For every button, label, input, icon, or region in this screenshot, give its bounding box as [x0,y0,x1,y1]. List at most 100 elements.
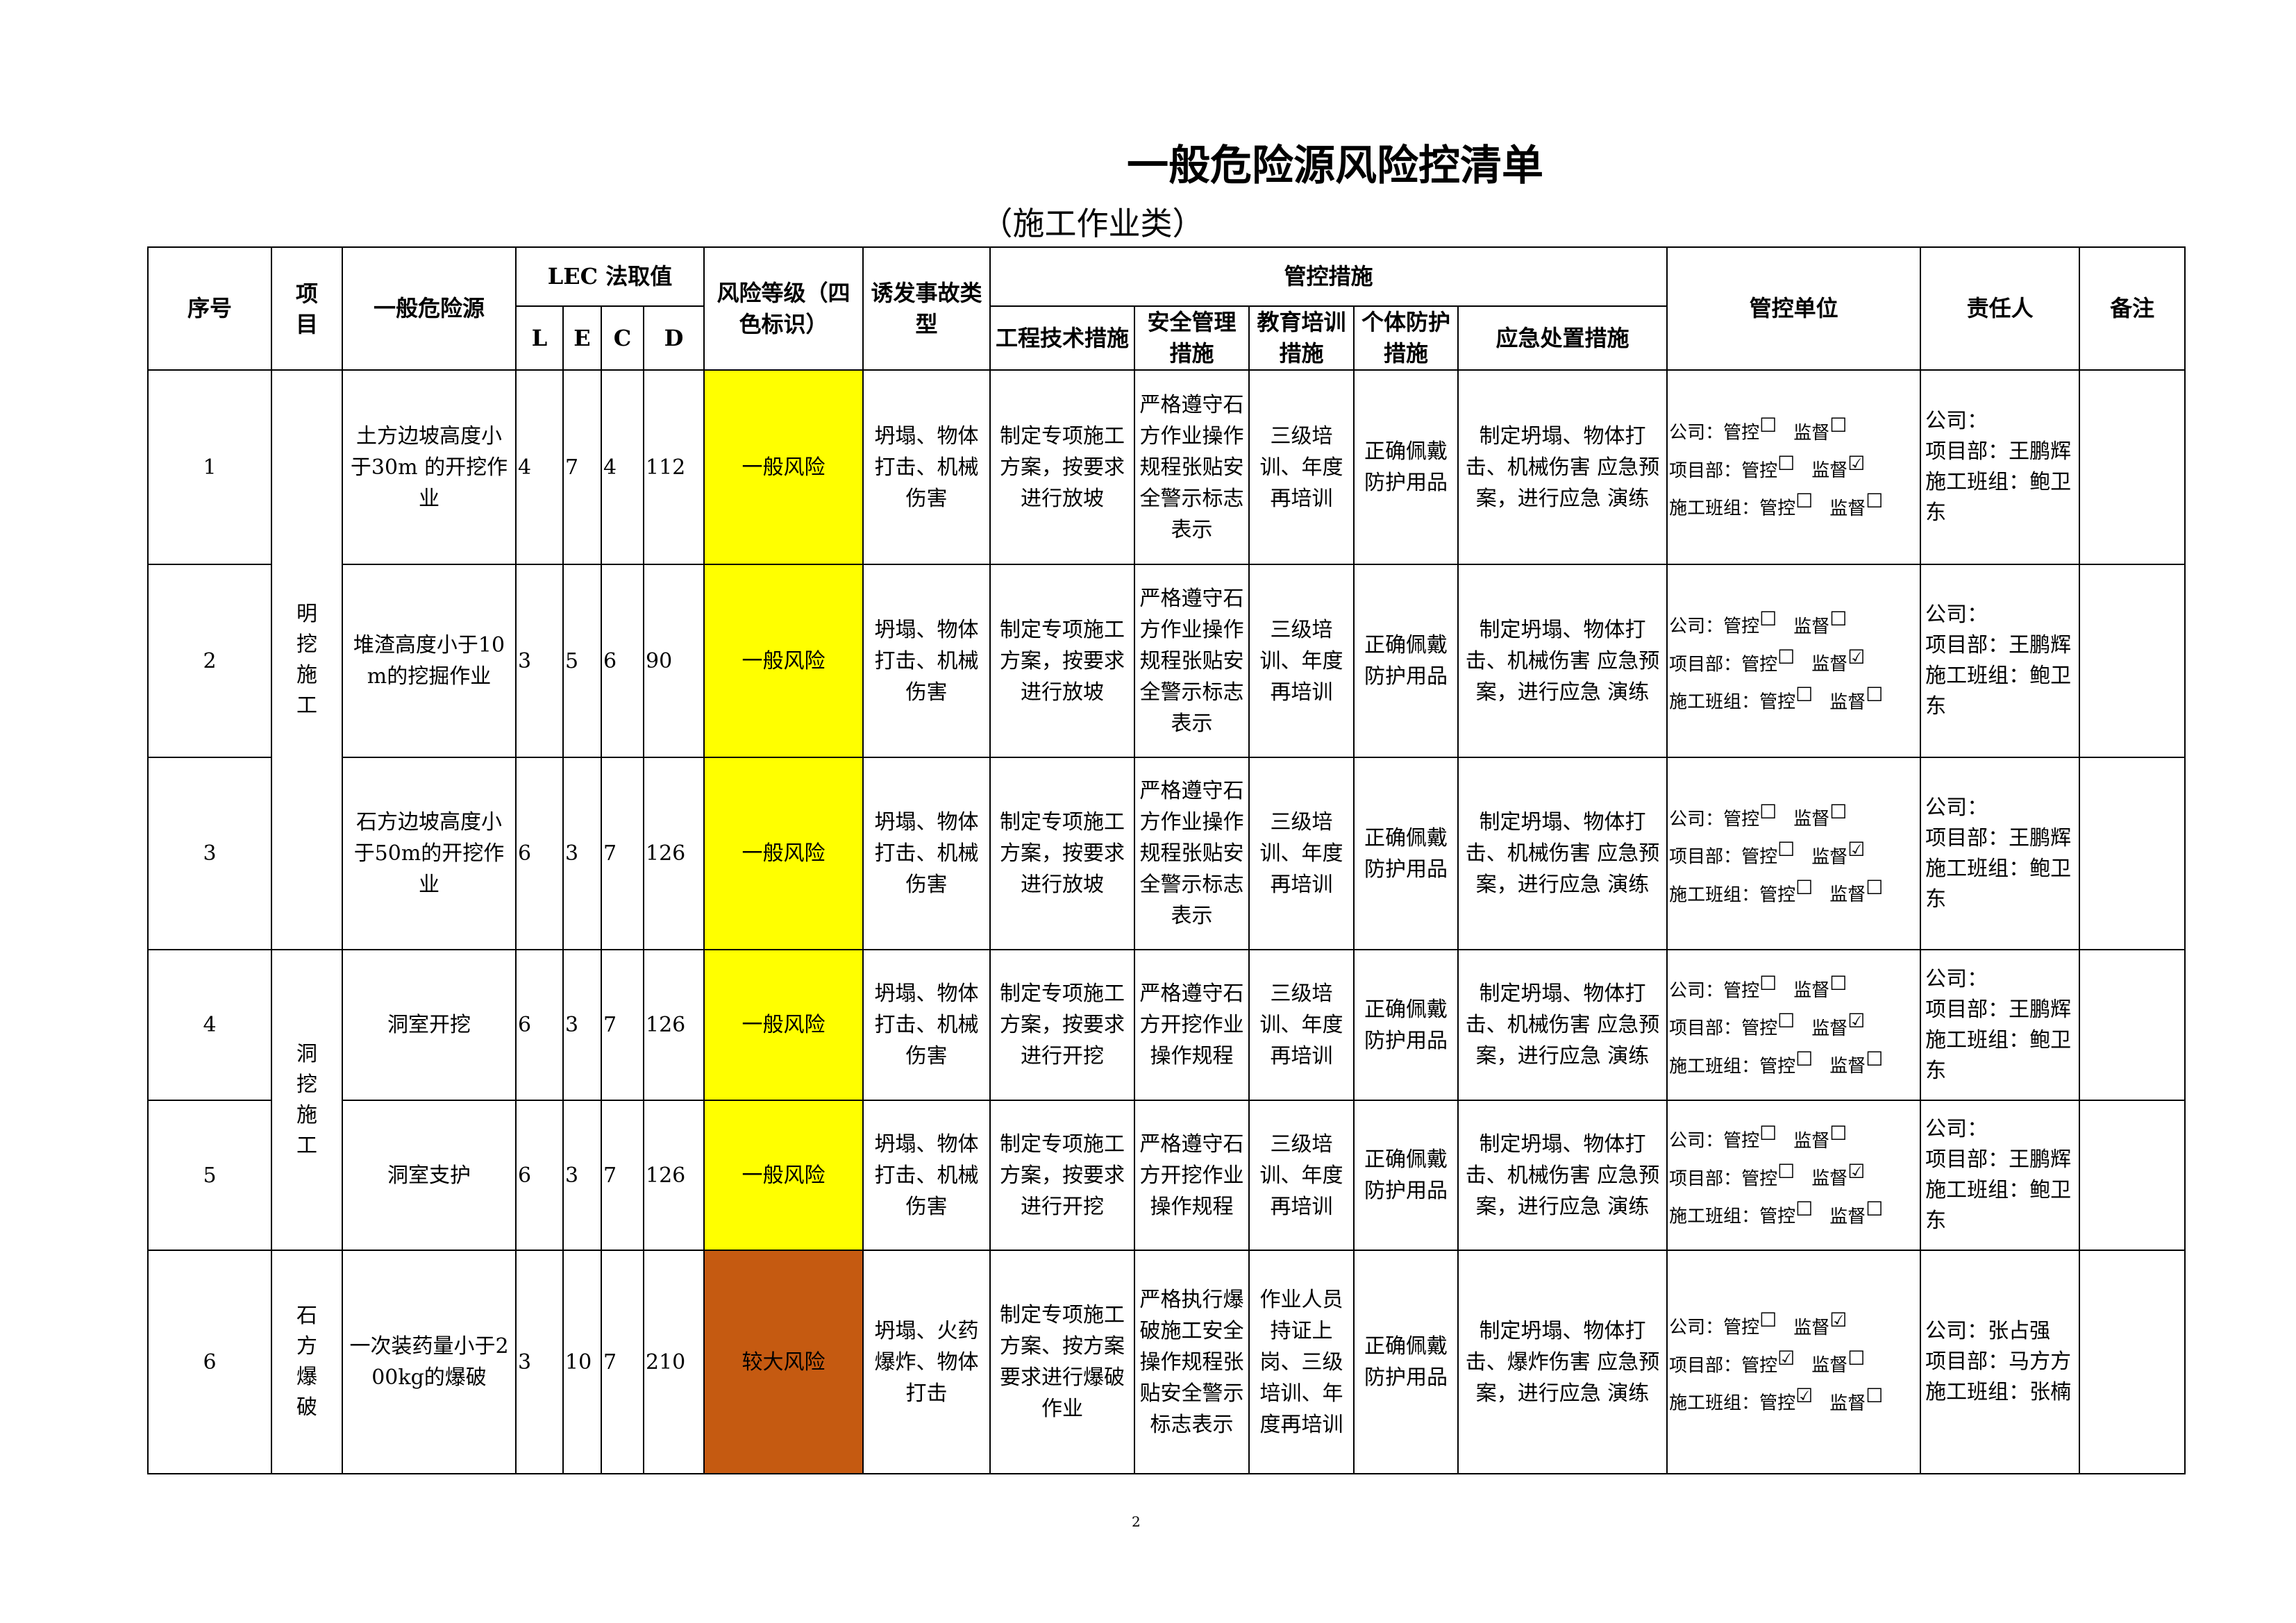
unit-label: 项目部： [1669,1018,1742,1039]
control-unit-cell: 公司：管控☐ 监督☑ 项目部：管控☑ 监督☐ 施工班组：管控☑ 监督☐ [1666,1250,1922,1474]
remarks-cell [2079,369,2186,565]
checkbox-icon[interactable]: ☐ [1866,875,1884,899]
seq-cell: 5 [147,1100,272,1251]
header-c: C [601,305,644,371]
checkbox-icon[interactable]: ☐ [1777,645,1795,668]
header-responsible: 责任人 [1920,246,2081,371]
checkbox-icon[interactable]: ☐ [1777,1009,1795,1033]
hazard-cell: 一次装药量小于200kg的爆破 [342,1250,517,1474]
control-unit-project: 项目部：管控☐ 监督☑ [1669,1006,1918,1044]
safety-mgmt-cell: 严格遵守石方开挖作业操作规程 [1134,1100,1250,1251]
control-label: 管控 [1741,1018,1778,1039]
checkbox-icon[interactable]: ☐ [1866,683,1884,707]
header-control-unit: 管控单位 [1666,246,1922,371]
checkbox-icon[interactable]: ☐ [1795,1197,1813,1221]
table-row: 6 石方爆破 一次装药量小于200kg的爆破 3 10 7 210 较大风险 坍塌、火药爆炸、物… [147,1250,2186,1474]
checkbox-icon[interactable]: ☐ [1777,1159,1795,1183]
checked-box-icon[interactable]: ☑ [1847,838,1866,861]
checked-box-icon[interactable]: ☑ [1847,451,1866,475]
checked-box-icon[interactable]: ☑ [1847,1009,1866,1033]
lec-c-cell: 4 [601,369,644,565]
checkbox-icon[interactable]: ☐ [1829,971,1847,995]
responsible-line: 施工班组：鲍卫东 [1925,856,2072,911]
supervise-label: 监督 [1829,691,1866,713]
checkbox-icon[interactable]: ☐ [1759,607,1777,631]
checkbox-icon[interactable]: ☐ [1847,1346,1866,1370]
unit-label: 项目部： [1669,1355,1742,1377]
lec-l-cell: 6 [515,1100,564,1251]
checkbox-icon[interactable]: ☐ [1829,800,1847,823]
header-emergency: 应急处置措施 [1457,305,1668,371]
ppe-cell: 正确佩戴防护用品 [1353,949,1459,1101]
responsible-cell: 公司：张占强 项目部：马方方 施工班组：张楠 [1920,1250,2081,1474]
control-unit-company: 公司：管控☐ 监督☐ [1669,604,1918,642]
checkbox-icon[interactable]: ☐ [1866,1384,1884,1408]
control-unit-cell: 公司：管控☐ 监督☐ 项目部：管控☐ 监督☑ 施工班组：管控☐ 监督☐ [1666,757,1922,950]
checked-box-icon[interactable]: ☑ [1847,1159,1866,1183]
training-cell: 作业人员持证上岗、三级培训、年度再培训 [1248,1250,1355,1474]
item-group-cell: 洞挖施工 [271,949,343,1251]
checkbox-icon[interactable]: ☐ [1866,1197,1884,1221]
checkbox-icon[interactable]: ☐ [1829,607,1847,631]
checkbox-icon[interactable]: ☐ [1777,451,1795,475]
supervise-label: 监督 [1793,616,1830,637]
unit-label: 施工班组： [1669,1206,1760,1227]
control-unit-company: 公司：管控☐ 监督☐ [1669,1118,1918,1157]
table-row: 2 堆渣高度小于10m的挖掘作业 3 5 6 90 一般风险 坍塌、物体打击、机械伤害 制定专项… [147,564,2186,758]
checkbox-icon[interactable]: ☐ [1759,971,1777,995]
checkbox-icon[interactable]: ☐ [1777,838,1795,861]
lec-l-cell: 4 [515,369,564,565]
ppe-cell: 正确佩戴防护用品 [1353,564,1459,758]
checkbox-icon[interactable]: ☐ [1795,489,1813,513]
control-unit-team: 施工班组：管控☐ 监督☐ [1669,873,1918,911]
lec-e-cell: 7 [562,369,602,565]
control-unit-project: 项目部：管控☐ 监督☑ [1669,1157,1918,1195]
checkbox-icon[interactable]: ☐ [1759,1309,1777,1332]
item-group-label: 洞挖施工 [296,1041,317,1158]
checkbox-icon[interactable]: ☐ [1759,800,1777,823]
control-label: 管控 [1759,691,1796,713]
responsible-line: 项目部：马方方 [1925,1349,2072,1374]
control-label: 管控 [1723,1130,1760,1152]
control-unit-project: 项目部：管控☐ 监督☑ [1669,834,1918,873]
training-cell: 三级培训、年度再培训 [1248,1100,1355,1251]
checked-box-icon[interactable]: ☑ [1795,1384,1813,1408]
hazard-cell: 土方边坡高度小于30m 的开挖作业 [342,369,517,565]
checkbox-icon[interactable]: ☐ [1866,489,1884,513]
hazard-risk-table: 序号 项目 一般危险源 LEC 法取值 风险等级（四色标识） 诱发事故类型 管控… [147,246,2186,1474]
safety-mgmt-cell: 严格遵守石方作业操作规程张贴安全警示标志表示 [1134,757,1250,950]
responsible-cell: 公司： 项目部：王鹏辉 施工班组：鲍卫东 [1920,1100,2081,1251]
responsible-line: 项目部：王鹏辉 [1925,825,2072,850]
checked-box-icon[interactable]: ☑ [1829,1309,1847,1332]
checkbox-icon[interactable]: ☐ [1759,1122,1777,1145]
emergency-cell: 制定坍塌、物体打击、机械伤害 应急预案，进行应急 演练 [1457,757,1668,950]
responsible-line: 项目部：王鹏辉 [1925,439,2072,464]
table-row: 3 石方边坡高度小于50m的开挖作业 6 3 7 126 一般风险 坍塌、物体打击、机械伤害制… [147,757,2186,950]
checkbox-icon[interactable]: ☐ [1795,1047,1813,1070]
lec-l-cell: 6 [515,757,564,950]
checkbox-icon[interactable]: ☐ [1759,414,1777,437]
lec-d-cell: 126 [642,757,705,950]
supervise-label: 监督 [1811,654,1848,675]
lec-e-cell: 3 [562,949,602,1101]
seq-cell: 1 [147,369,272,565]
checked-box-icon[interactable]: ☑ [1847,645,1866,668]
header-e: E [562,305,602,371]
lec-c-cell: 6 [601,564,644,758]
accident-type-cell: 坍塌、火药爆炸、物体打击 [862,1250,991,1474]
checkbox-icon[interactable]: ☐ [1866,1047,1884,1070]
unit-label: 施工班组： [1669,1393,1760,1414]
checkbox-icon[interactable]: ☐ [1829,1122,1847,1145]
supervise-label: 监督 [1811,1168,1848,1190]
control-label: 管控 [1723,422,1760,444]
checkbox-icon[interactable]: ☐ [1829,414,1847,437]
checkbox-icon[interactable]: ☐ [1795,875,1813,899]
unit-label: 项目部： [1669,1168,1742,1190]
engineering-cell: 制定专项施工方案，按要求进行开挖 [989,1100,1136,1251]
checked-box-icon[interactable]: ☑ [1777,1346,1795,1370]
checkbox-icon[interactable]: ☐ [1795,683,1813,707]
training-cell: 三级培训、年度再培训 [1248,564,1355,758]
remarks-cell [2079,1250,2186,1474]
header-ppe: 个体防护措施 [1353,305,1459,371]
supervise-label: 监督 [1811,1018,1848,1039]
